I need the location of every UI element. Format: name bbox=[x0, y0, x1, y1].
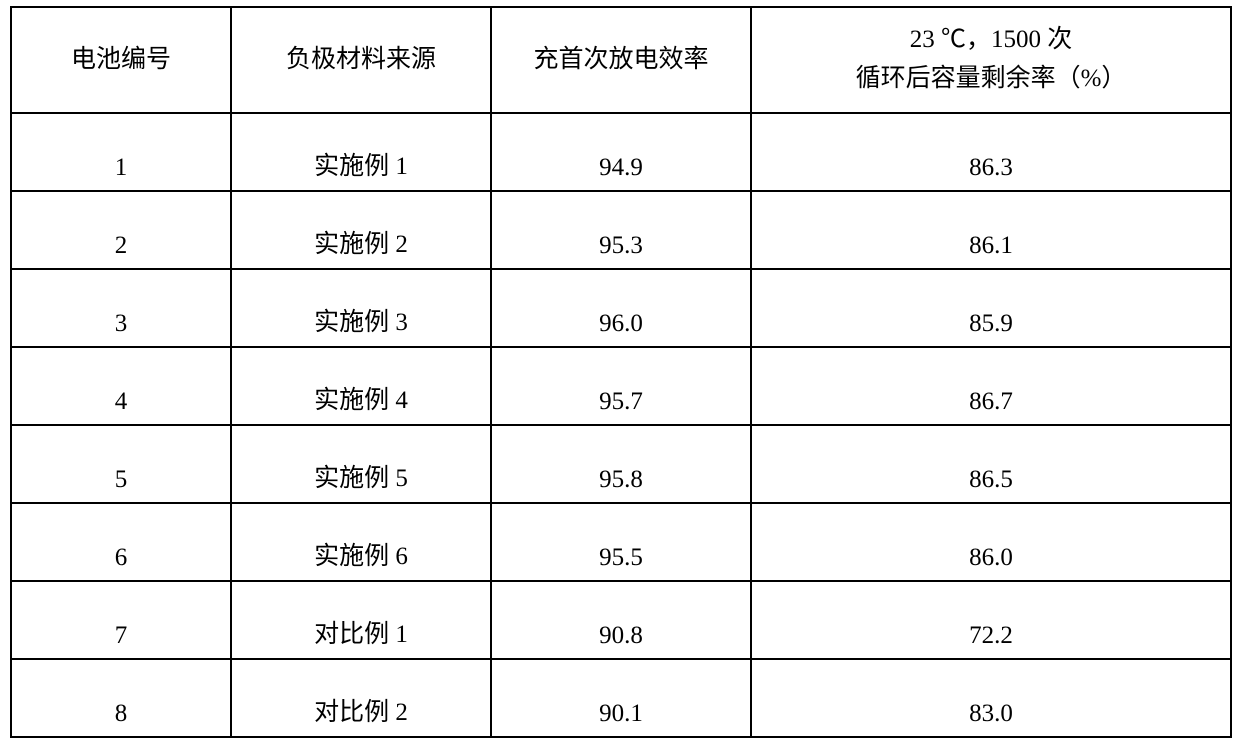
cell-retention: 85.9 bbox=[751, 269, 1231, 347]
cell-eff: 95.5 bbox=[491, 503, 751, 581]
cell-source: 对比例 1 bbox=[231, 581, 491, 659]
table-row: 6 实施例 6 95.5 86.0 bbox=[11, 503, 1231, 581]
cell-source: 实施例 5 bbox=[231, 425, 491, 503]
cell-source: 实施例 2 bbox=[231, 191, 491, 269]
cell-retention: 83.0 bbox=[751, 659, 1231, 737]
cell-id: 8 bbox=[11, 659, 231, 737]
table-row: 5 实施例 5 95.8 86.5 bbox=[11, 425, 1231, 503]
cell-retention: 86.7 bbox=[751, 347, 1231, 425]
cell-retention: 86.1 bbox=[751, 191, 1231, 269]
cell-eff: 90.1 bbox=[491, 659, 751, 737]
cell-retention: 86.5 bbox=[751, 425, 1231, 503]
cell-source: 实施例 6 bbox=[231, 503, 491, 581]
table-row: 3 实施例 3 96.0 85.9 bbox=[11, 269, 1231, 347]
table-row: 8 对比例 2 90.1 83.0 bbox=[11, 659, 1231, 737]
col-header-eff: 充首次放电效率 bbox=[491, 7, 751, 113]
col-header-retention: 23 ℃，1500 次 循环后容量剩余率（%） bbox=[751, 7, 1231, 113]
table-row: 7 对比例 1 90.8 72.2 bbox=[11, 581, 1231, 659]
cell-source: 实施例 4 bbox=[231, 347, 491, 425]
cell-eff: 95.7 bbox=[491, 347, 751, 425]
cell-retention: 72.2 bbox=[751, 581, 1231, 659]
cell-id: 3 bbox=[11, 269, 231, 347]
data-table: 电池编号 负极材料来源 充首次放电效率 23 ℃，1500 次 循环后容量剩余率… bbox=[10, 6, 1232, 738]
cell-id: 6 bbox=[11, 503, 231, 581]
col-header-retention-line2: 循环后容量剩余率（%） bbox=[758, 60, 1224, 99]
cell-source: 实施例 3 bbox=[231, 269, 491, 347]
cell-id: 2 bbox=[11, 191, 231, 269]
table-row: 2 实施例 2 95.3 86.1 bbox=[11, 191, 1231, 269]
table-header-row: 电池编号 负极材料来源 充首次放电效率 23 ℃，1500 次 循环后容量剩余率… bbox=[11, 7, 1231, 113]
cell-eff: 96.0 bbox=[491, 269, 751, 347]
cell-eff: 90.8 bbox=[491, 581, 751, 659]
cell-id: 7 bbox=[11, 581, 231, 659]
cell-eff: 94.9 bbox=[491, 113, 751, 191]
cell-eff: 95.8 bbox=[491, 425, 751, 503]
cell-retention: 86.0 bbox=[751, 503, 1231, 581]
cell-retention: 86.3 bbox=[751, 113, 1231, 191]
col-header-id: 电池编号 bbox=[11, 7, 231, 113]
cell-id: 4 bbox=[11, 347, 231, 425]
cell-eff: 95.3 bbox=[491, 191, 751, 269]
cell-id: 1 bbox=[11, 113, 231, 191]
col-header-source: 负极材料来源 bbox=[231, 7, 491, 113]
cell-id: 5 bbox=[11, 425, 231, 503]
cell-source: 实施例 1 bbox=[231, 113, 491, 191]
cell-source: 对比例 2 bbox=[231, 659, 491, 737]
table-body: 1 实施例 1 94.9 86.3 2 实施例 2 95.3 86.1 3 实施… bbox=[11, 113, 1231, 737]
table-row: 4 实施例 4 95.7 86.7 bbox=[11, 347, 1231, 425]
table-row: 1 实施例 1 94.9 86.3 bbox=[11, 113, 1231, 191]
col-header-retention-line1: 23 ℃，1500 次 bbox=[758, 21, 1224, 60]
